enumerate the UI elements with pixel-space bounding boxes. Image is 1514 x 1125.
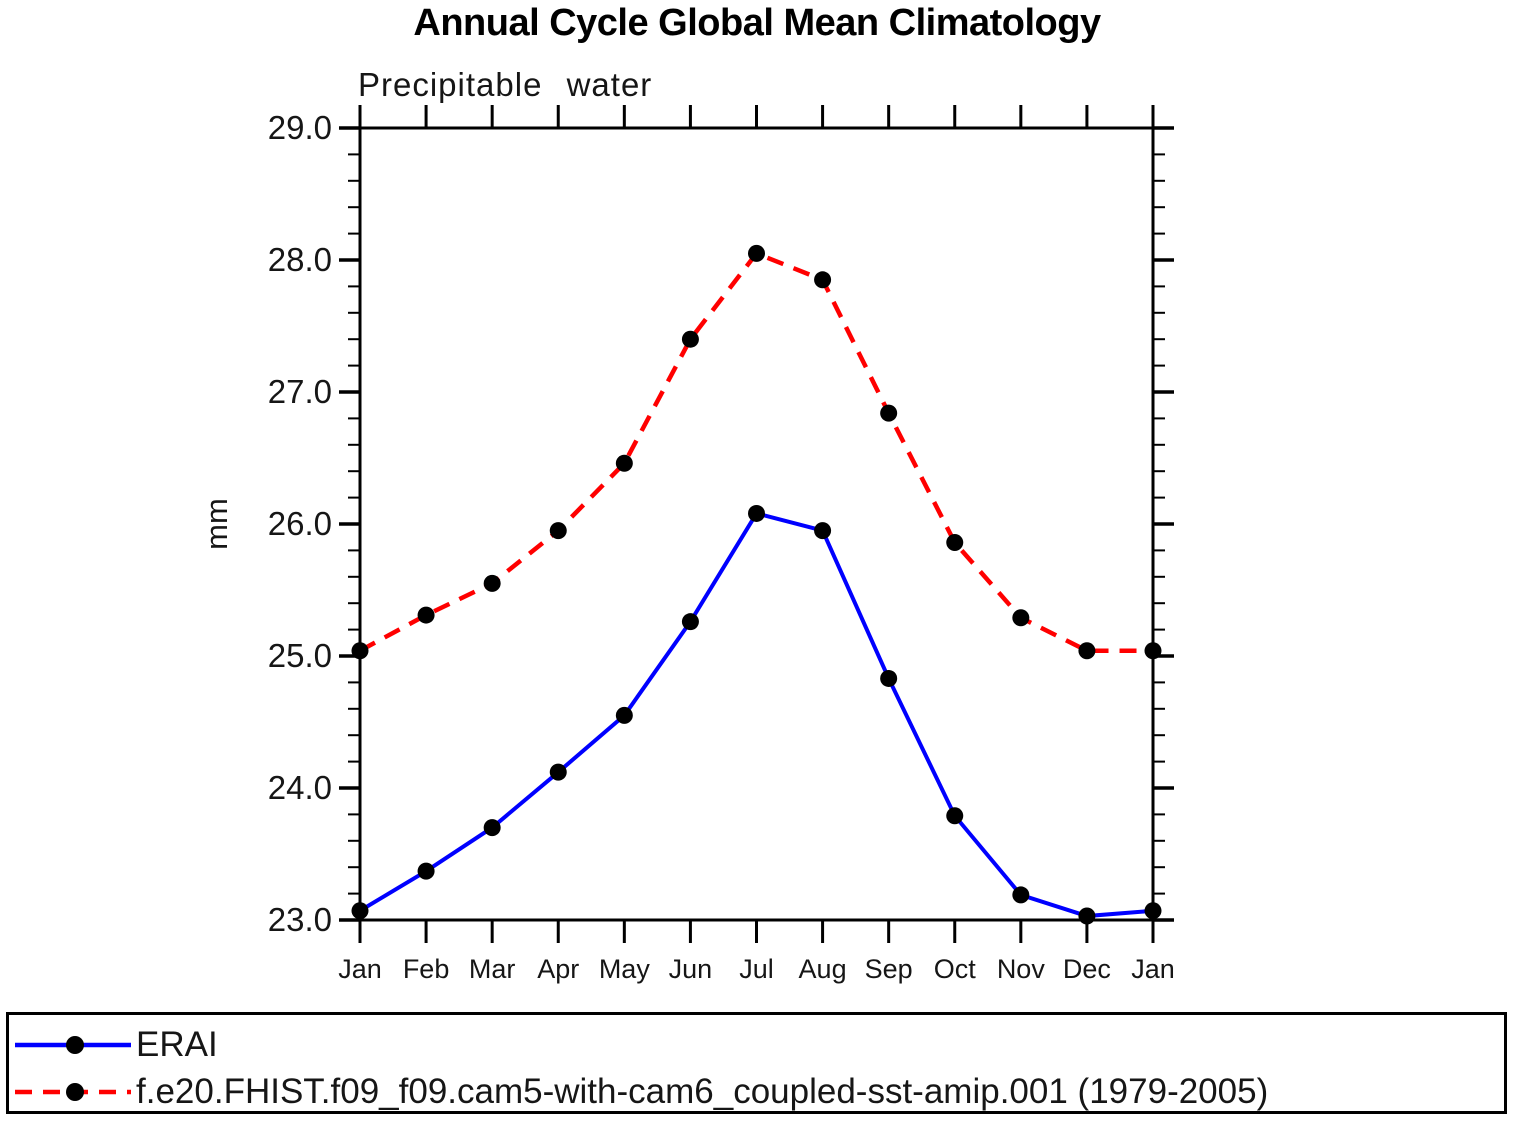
- x-tick-label: Feb: [403, 954, 450, 984]
- x-tick-label: Jun: [669, 954, 713, 984]
- erai-line-sample: [15, 1036, 131, 1054]
- plot-svg: 23.0 24.0 25.0 26.0 27.0 28.0 29.0 Jan Feb Mar Apr…: [199, 105, 1175, 984]
- data-point-marker: [351, 902, 369, 920]
- x-tick-label: Dec: [1063, 954, 1111, 984]
- series-model: [351, 244, 1162, 660]
- data-point-marker: [417, 862, 435, 880]
- x-tick-label: Mar: [469, 954, 516, 984]
- data-point-marker: [814, 271, 832, 289]
- data-point-marker: [483, 574, 501, 592]
- data-point-marker: [615, 706, 633, 724]
- x-tick-label: Jan: [338, 954, 382, 984]
- legend-label-model: f.e20.FHIST.f09_f09.cam5-with-cam6_coupl…: [136, 1072, 1269, 1111]
- legend-marker: [66, 1083, 84, 1101]
- data-point-marker: [748, 244, 765, 262]
- y-tick-label: 23.0: [268, 901, 332, 938]
- x-tick-label: Sep: [865, 954, 913, 984]
- y-tick-label: 29.0: [268, 109, 332, 146]
- x-tick-label: Jul: [739, 954, 774, 984]
- y-axis-label: mm: [199, 498, 234, 550]
- data-point-marker: [946, 807, 964, 825]
- data-point-marker: [946, 533, 964, 551]
- y-minor-ticks: [348, 153, 1165, 895]
- y-tick-label: 25.0: [268, 637, 332, 674]
- y-tick-label: 26.0: [268, 505, 332, 542]
- legend-marker: [66, 1036, 84, 1054]
- data-point-marker: [748, 504, 765, 522]
- data-point-marker: [549, 522, 567, 540]
- x-axis-labels: Jan Feb Mar Apr May Jun Jul Aug Sep Oct Nov Dec Jan: [338, 954, 1175, 984]
- x-tick-label: Aug: [799, 954, 847, 984]
- data-point-marker: [1012, 886, 1030, 904]
- data-point-marker: [351, 642, 369, 660]
- y-tick-label: 28.0: [268, 241, 332, 278]
- data-point-marker: [549, 763, 567, 781]
- legend-label-erai: ERAI: [136, 1025, 218, 1064]
- data-point-marker: [681, 330, 699, 348]
- x-tick-label: Oct: [934, 954, 977, 984]
- series-erai: [351, 504, 1162, 925]
- y-axis-labels: 23.0 24.0 25.0 26.0 27.0 28.0 29.0: [268, 109, 332, 938]
- x-tick-label: Jan: [1131, 954, 1175, 984]
- legend-box: ERAI f.e20.FHIST.f09_f09.cam5-with-cam6_…: [6, 1012, 1507, 1114]
- x-tick-label: Apr: [537, 954, 579, 984]
- data-point-marker: [814, 522, 832, 540]
- legend-item-model: f.e20.FHIST.f09_f09.cam5-with-cam6_coupl…: [13, 1072, 1268, 1111]
- model-line-sample: [15, 1083, 131, 1101]
- data-point-marker: [483, 819, 501, 837]
- data-point-marker: [880, 404, 898, 422]
- x-tick-label: Nov: [997, 954, 1046, 984]
- y-tick-label: 24.0: [268, 769, 332, 806]
- chart-title: Annual Cycle Global Mean Climatology: [413, 2, 1101, 44]
- data-point-marker: [880, 669, 898, 687]
- data-point-marker: [1078, 642, 1096, 660]
- data-point-marker: [1012, 609, 1030, 627]
- x-ticks: [358, 105, 1155, 943]
- data-point-marker: [1078, 907, 1096, 925]
- data-point-marker: [681, 613, 699, 631]
- series-line: [358, 511, 1154, 919]
- data-point-marker: [417, 606, 435, 624]
- data-point-marker: [1144, 902, 1162, 920]
- x-tick-label: May: [599, 954, 651, 984]
- series-line: [358, 250, 1153, 653]
- legend-item-erai: ERAI: [13, 1025, 218, 1064]
- y-tick-label: 27.0: [268, 373, 332, 410]
- data-point-marker: [1144, 642, 1162, 660]
- chart-subtitle: Precipitable water: [358, 66, 653, 103]
- data-point-marker: [615, 454, 633, 472]
